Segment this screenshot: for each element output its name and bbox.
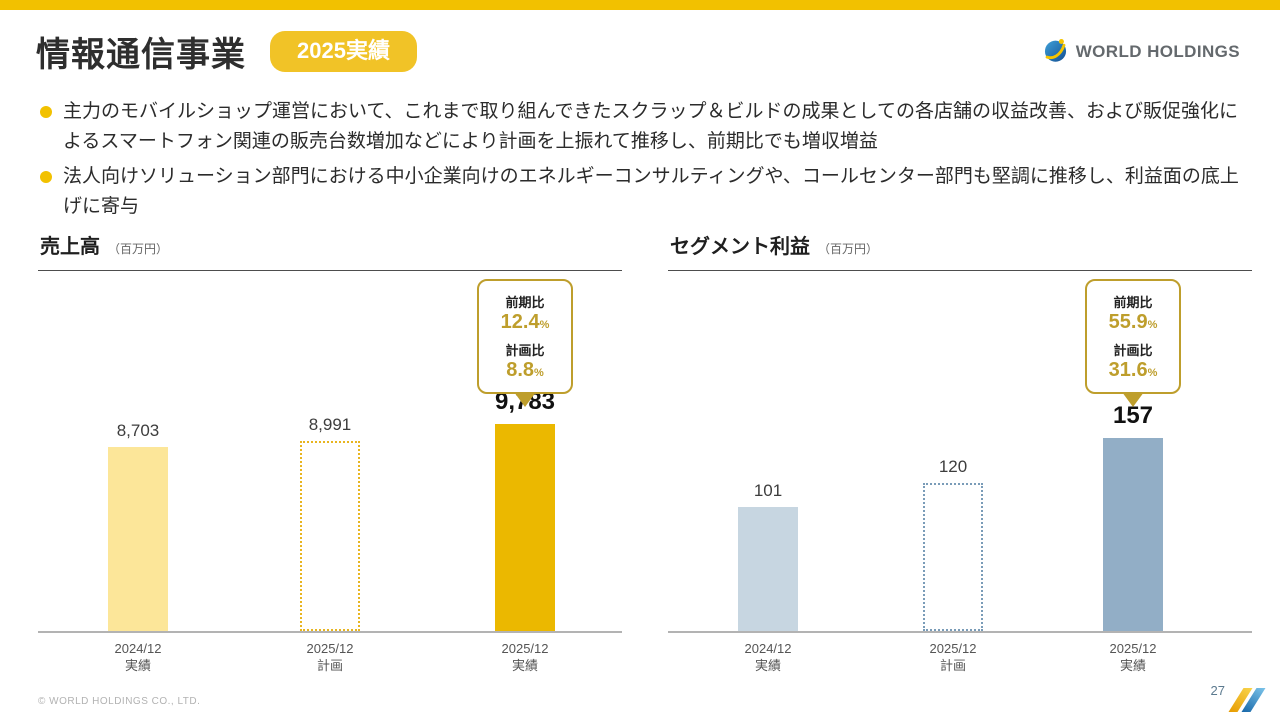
bar-2025-plan: 8,991 xyxy=(300,415,360,631)
slide-header: 情報通信事業 2025実績 xyxy=(36,27,417,76)
segment-profit-plot-area: 前期比 55.9% 計画比 31.6% 101 120 157 xyxy=(668,271,1252,633)
callout-label: 前期比 xyxy=(1113,295,1153,310)
page-footer-corner: 27 xyxy=(1211,683,1266,714)
bar xyxy=(108,447,168,631)
x-axis-line xyxy=(38,631,622,633)
chart-unit-label: （百万円） xyxy=(108,242,169,256)
page-number: 27 xyxy=(1210,683,1225,698)
company-logo: WORLD HOLDINGS xyxy=(1042,36,1240,68)
bullet-text: 主力のモバイルショップ運営において、これまで取り組んできたスクラップ＆ビルドの成… xyxy=(63,101,1238,152)
category-period: 2024/12 xyxy=(744,641,792,656)
category-period: 2025/12 xyxy=(929,641,977,656)
category-period: 2025/12 xyxy=(1109,641,1157,656)
bullet-item: 主力のモバイルショップ運営において、これまで取り組んできたスクラップ＆ビルドの成… xyxy=(40,97,1248,157)
callout-label: 計画比 xyxy=(1113,343,1153,358)
logo-text: WORLD HOLDINGS xyxy=(1075,42,1240,61)
chart-title: セグメント利益 xyxy=(670,236,810,258)
bullet-icon xyxy=(40,171,52,183)
bar xyxy=(923,483,983,631)
category-kind: 計画 xyxy=(939,658,966,673)
year-result-badge: 2025実績 xyxy=(270,31,417,72)
revenue-chart-panel: 売上高 （百万円） 前期比 12.4% 計画比 8.8% 8,703 8,991… xyxy=(38,230,622,675)
chart-header: セグメント利益 （百万円） xyxy=(668,230,1252,271)
percent-suffix: % xyxy=(539,319,550,331)
chart-title: 売上高 xyxy=(40,236,100,258)
category-labels: 2024/12 実績 2025/12 計画 2025/12 実績 xyxy=(668,633,1252,675)
revenue-plot-area: 前期比 12.4% 計画比 8.8% 8,703 8,991 9,783 xyxy=(38,271,622,633)
callout-value-number: 31.6 xyxy=(1108,359,1148,381)
category-label: 2025/12 実績 xyxy=(1083,640,1183,674)
corner-stripes-logo-mark xyxy=(1228,686,1266,714)
copyright: © WORLD HOLDINGS CO., LTD. xyxy=(38,696,201,707)
callout-value-number: 8.8 xyxy=(506,359,535,381)
segment-profit-chart-panel: セグメント利益 （百万円） 前期比 55.9% 計画比 31.6% 101 12… xyxy=(668,230,1252,675)
category-kind: 計画 xyxy=(316,658,343,673)
chart-unit-label: （百万円） xyxy=(818,242,879,256)
category-label: 2025/12 実績 xyxy=(475,640,575,674)
callout-value: 8.8% xyxy=(479,359,571,385)
bar-value-label: 8,703 xyxy=(116,421,160,440)
category-label: 2025/12 計画 xyxy=(903,640,1003,674)
bar-value-label: 120 xyxy=(938,457,968,476)
category-period: 2025/12 xyxy=(306,641,354,656)
bar xyxy=(300,441,360,631)
percent-suffix: % xyxy=(534,367,544,379)
category-kind: 実績 xyxy=(1119,658,1146,673)
top-accent-bar xyxy=(0,0,1280,10)
bullet-text: 法人向けソリューション部門における中小企業向けのエネルギーコンサルティングや、コ… xyxy=(63,166,1239,217)
callout-value: 55.9% xyxy=(1087,311,1179,337)
bar-2025-plan: 120 xyxy=(923,457,983,631)
comparison-callout: 前期比 55.9% 計画比 31.6% xyxy=(1085,279,1181,394)
chart-header: 売上高 （百万円） xyxy=(38,230,622,271)
callout-value: 31.6% xyxy=(1087,359,1179,385)
callout-value-number: 55.9 xyxy=(1108,311,1148,333)
x-axis-line xyxy=(668,631,1252,633)
category-label: 2024/12 実績 xyxy=(718,640,818,674)
bullet-list: 主力のモバイルショップ運営において、これまで取り組んできたスクラップ＆ビルドの成… xyxy=(40,97,1248,227)
category-kind: 実績 xyxy=(124,658,151,673)
bar-value-label: 8,991 xyxy=(308,415,352,434)
bar-value-label: 101 xyxy=(753,481,783,500)
comparison-callout: 前期比 12.4% 計画比 8.8% xyxy=(477,279,573,394)
percent-suffix: % xyxy=(1147,367,1158,379)
bar xyxy=(738,507,798,631)
category-period: 2024/12 xyxy=(114,641,162,656)
category-label: 2025/12 計画 xyxy=(280,640,380,674)
page-title: 情報通信事業 xyxy=(36,36,246,74)
bullet-item: 法人向けソリューション部門における中小企業向けのエネルギーコンサルティングや、コ… xyxy=(40,162,1248,222)
callout-label: 前期比 xyxy=(505,295,545,310)
bar-2025-actual: 9,783 xyxy=(495,388,555,631)
bar-2024-actual: 101 xyxy=(738,481,798,631)
category-label: 2024/12 実績 xyxy=(88,640,188,674)
category-kind: 実績 xyxy=(754,658,781,673)
callout-value: 12.4% xyxy=(479,311,571,337)
bullet-icon xyxy=(40,106,52,118)
globe-icon xyxy=(1042,36,1069,68)
bar-2024-actual: 8,703 xyxy=(108,421,168,631)
category-period: 2025/12 xyxy=(501,641,549,656)
bar-2025-actual: 157 xyxy=(1103,402,1163,631)
category-kind: 実績 xyxy=(511,658,538,673)
callout-label: 計画比 xyxy=(505,343,545,358)
callout-value-number: 12.4 xyxy=(500,311,540,333)
bar xyxy=(1103,438,1163,631)
bar xyxy=(495,424,555,631)
percent-suffix: % xyxy=(1147,319,1158,331)
category-labels: 2024/12 実績 2025/12 計画 2025/12 実績 xyxy=(38,633,622,675)
